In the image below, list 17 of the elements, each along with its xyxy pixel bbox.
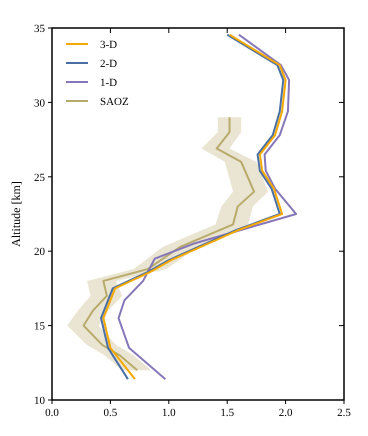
y-tick-label: 15	[34, 320, 46, 333]
legend-label: 3-D	[100, 39, 118, 51]
y-tick-label: 35	[34, 23, 46, 35]
x-tick-label: 2.0	[278, 407, 293, 419]
legend-label: SAOZ	[100, 96, 130, 108]
x-tick-label: 2.5	[337, 407, 352, 419]
y-tick-label: 30	[34, 97, 46, 110]
x-tick-label: 1.0	[162, 407, 176, 419]
y-axis-title: Altitude [km]	[9, 181, 23, 247]
x-tick-label: 0.0	[45, 407, 60, 419]
x-tick-label: 1.5	[220, 407, 235, 419]
y-tick-label: 10	[34, 395, 46, 407]
legend-label: 2-D	[100, 58, 118, 70]
y-tick-label: 25	[34, 172, 46, 184]
legend-label: 1-D	[100, 77, 118, 89]
x-tick-label: 0.5	[104, 407, 118, 419]
y-tick-label: 20	[34, 246, 46, 258]
